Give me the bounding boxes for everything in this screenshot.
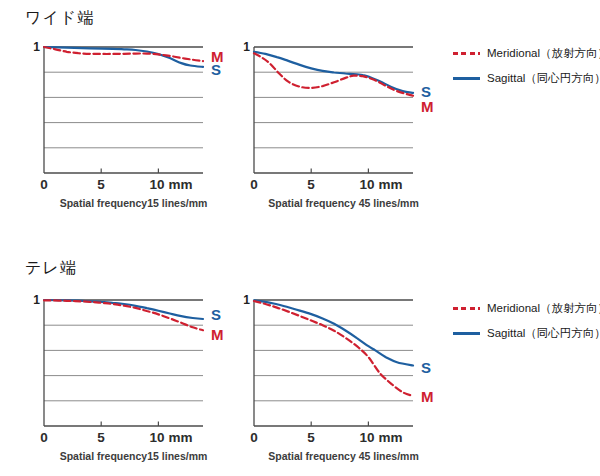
x-tick-10mm: 10 mm	[360, 177, 403, 192]
legend-label-sagittal: Sagittal（同心円方向）	[487, 71, 600, 86]
x-axis-caption: Spatial frequency 45 lines/mm	[264, 197, 423, 209]
x-axis-caption: Spatial frequency15 lines/mm	[54, 197, 213, 209]
y-axis-tick-label: 1	[238, 293, 250, 307]
mtf-chart-panel: ワイド端 1 0 5 10 mm Spatial frequency15 lin…	[0, 0, 600, 476]
section-title-tele: テレ端	[25, 258, 77, 279]
x-tick-0: 0	[40, 177, 48, 192]
sagittal-end-label: S	[421, 83, 431, 100]
chart-tele-45-plot	[238, 291, 470, 443]
x-tick-5: 5	[97, 177, 105, 192]
chart-tele-15: 1 0 5 10 mm Spatial frequency15 lines/mm…	[28, 291, 260, 471]
meridional-end-label: M	[421, 388, 434, 405]
x-tick-10mm: 10 mm	[150, 430, 193, 445]
sagittal-line-sample	[453, 77, 480, 80]
chart-wide-45-plot	[238, 38, 470, 190]
sagittal-curve	[254, 300, 413, 365]
chart-tele-15-plot	[28, 291, 260, 443]
legend-item-meridional: Meridional（放射方向）	[453, 296, 600, 321]
x-tick-5: 5	[307, 177, 315, 192]
x-tick-10mm: 10 mm	[360, 430, 403, 445]
x-tick-5: 5	[307, 430, 315, 445]
sagittal-end-label: S	[211, 306, 221, 323]
legend-item-sagittal: Sagittal（同心円方向）	[453, 66, 600, 91]
x-tick-0: 0	[250, 430, 258, 445]
y-axis-tick-label: 1	[28, 293, 40, 307]
sagittal-end-label: S	[211, 61, 221, 78]
x-tick-10mm: 10 mm	[150, 177, 193, 192]
section-title-wide: ワイド端	[25, 8, 94, 29]
legend-wide: Meridional（放射方向） Sagittal（同心円方向）	[453, 41, 600, 91]
meridional-dash-sample	[453, 307, 480, 310]
meridional-dash-sample	[453, 52, 480, 55]
chart-tele-45: 1 0 5 10 mm Spatial frequency 45 lines/m…	[238, 291, 470, 471]
y-axis-tick-label: 1	[28, 40, 40, 54]
x-tick-0: 0	[250, 177, 258, 192]
x-tick-0: 0	[40, 430, 48, 445]
legend-label-sagittal: Sagittal（同心円方向）	[487, 326, 600, 341]
chart-wide-45: 1 0 5 10 mm Spatial frequency 45 lines/m…	[238, 38, 470, 218]
meridional-end-label: M	[421, 98, 434, 115]
sagittal-curve	[44, 300, 203, 319]
x-tick-5: 5	[97, 430, 105, 445]
chart-wide-15-plot	[28, 38, 260, 190]
x-axis-caption: Spatial frequency 45 lines/mm	[264, 450, 423, 462]
legend-label-meridional: Meridional（放射方向）	[487, 46, 600, 61]
legend-item-sagittal: Sagittal（同心円方向）	[453, 321, 600, 346]
legend-item-meridional: Meridional（放射方向）	[453, 41, 600, 66]
legend-tele: Meridional（放射方向） Sagittal（同心円方向）	[453, 296, 600, 346]
sagittal-line-sample	[453, 332, 480, 335]
chart-wide-15: 1 0 5 10 mm Spatial frequency15 lines/mm…	[28, 38, 260, 218]
meridional-end-label: M	[211, 326, 224, 343]
meridional-curve	[254, 301, 413, 396]
sagittal-end-label: S	[421, 359, 431, 376]
meridional-curve	[254, 53, 413, 96]
y-axis-tick-label: 1	[238, 40, 250, 54]
legend-label-meridional: Meridional（放射方向）	[487, 301, 600, 316]
x-axis-caption: Spatial frequency15 lines/mm	[54, 450, 213, 462]
